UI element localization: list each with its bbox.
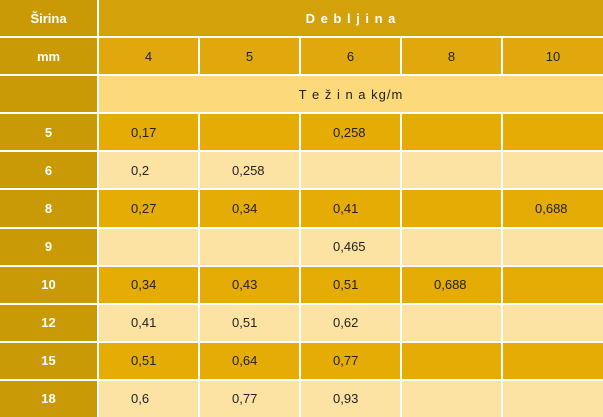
empty-cell [400, 150, 503, 191]
value-cell: 0,258 [299, 112, 402, 153]
data-row: 12 0,41 0,51 0,62 [0, 302, 603, 343]
width-cell: 12 [0, 302, 99, 343]
data-row: 6 0,2 0,258 [0, 150, 603, 191]
value-cell: 0,64 [198, 340, 301, 381]
empty-cell [198, 112, 301, 153]
width-cell: 10 [0, 264, 99, 305]
value-cell: 0,2 [97, 150, 200, 191]
weight-header-row: T e ž i n a kg/m [0, 74, 603, 114]
thickness-cell: 6 [299, 36, 402, 77]
empty-cell [501, 340, 603, 381]
blank-side [0, 74, 99, 114]
corner-unit: mm [0, 36, 99, 77]
empty-cell [400, 340, 503, 381]
empty-cell [501, 150, 603, 191]
thickness-cell: 8 [400, 36, 503, 77]
data-row: 10 0,34 0,43 0,51 0,688 [0, 264, 603, 305]
weight-header: T e ž i n a kg/m [97, 74, 603, 114]
empty-cell [501, 226, 603, 267]
width-cell: 5 [0, 112, 99, 153]
width-cell: 18 [0, 378, 99, 417]
value-cell: 0,27 [97, 188, 200, 229]
width-cell: 15 [0, 340, 99, 381]
value-cell: 0,62 [299, 302, 402, 343]
empty-cell [501, 302, 603, 343]
empty-cell [400, 378, 503, 417]
value-cell: 0,51 [198, 302, 301, 343]
value-cell: 0,41 [97, 302, 200, 343]
thickness-cell: 5 [198, 36, 301, 77]
value-cell: 0,34 [97, 264, 200, 305]
empty-cell [501, 264, 603, 305]
empty-cell [400, 302, 503, 343]
data-row: 9 0,465 [0, 226, 603, 267]
value-cell: 0,41 [299, 188, 402, 229]
empty-cell [198, 226, 301, 267]
value-cell: 0,6 [97, 378, 200, 417]
empty-cell [97, 226, 200, 267]
value-cell: 0,51 [299, 264, 402, 305]
value-cell: 0,43 [198, 264, 301, 305]
data-row: 8 0,27 0,34 0,41 0,688 [0, 188, 603, 229]
value-cell: 0,34 [198, 188, 301, 229]
thickness-cell: 4 [97, 36, 200, 77]
data-row: 5 0,17 0,258 [0, 112, 603, 153]
width-cell: 9 [0, 226, 99, 267]
value-cell: 0,688 [400, 264, 503, 305]
thickness-row: mm 4 5 6 8 10 [0, 36, 603, 77]
corner-top: Širina [0, 0, 99, 39]
value-cell: 0,688 [501, 188, 603, 229]
value-cell: 0,258 [198, 150, 301, 191]
thickness-cell: 10 [501, 36, 603, 77]
empty-cell [400, 188, 503, 229]
value-cell: 0,17 [97, 112, 200, 153]
value-cell: 0,51 [97, 340, 200, 381]
empty-cell [299, 150, 402, 191]
width-cell: 6 [0, 150, 99, 191]
data-row: 18 0,6 0,77 0,93 [0, 378, 603, 417]
empty-cell [400, 226, 503, 267]
value-cell: 0,93 [299, 378, 402, 417]
empty-cell [400, 112, 503, 153]
width-cell: 8 [0, 188, 99, 229]
value-cell: 0,465 [299, 226, 402, 267]
empty-cell [501, 378, 603, 417]
empty-cell [501, 112, 603, 153]
value-cell: 0,77 [198, 378, 301, 417]
header-row: Širina D e b l j i n a [0, 0, 603, 39]
group-header: D e b l j i n a [97, 0, 603, 39]
data-row: 15 0,51 0,64 0,77 [0, 340, 603, 381]
value-cell: 0,77 [299, 340, 402, 381]
